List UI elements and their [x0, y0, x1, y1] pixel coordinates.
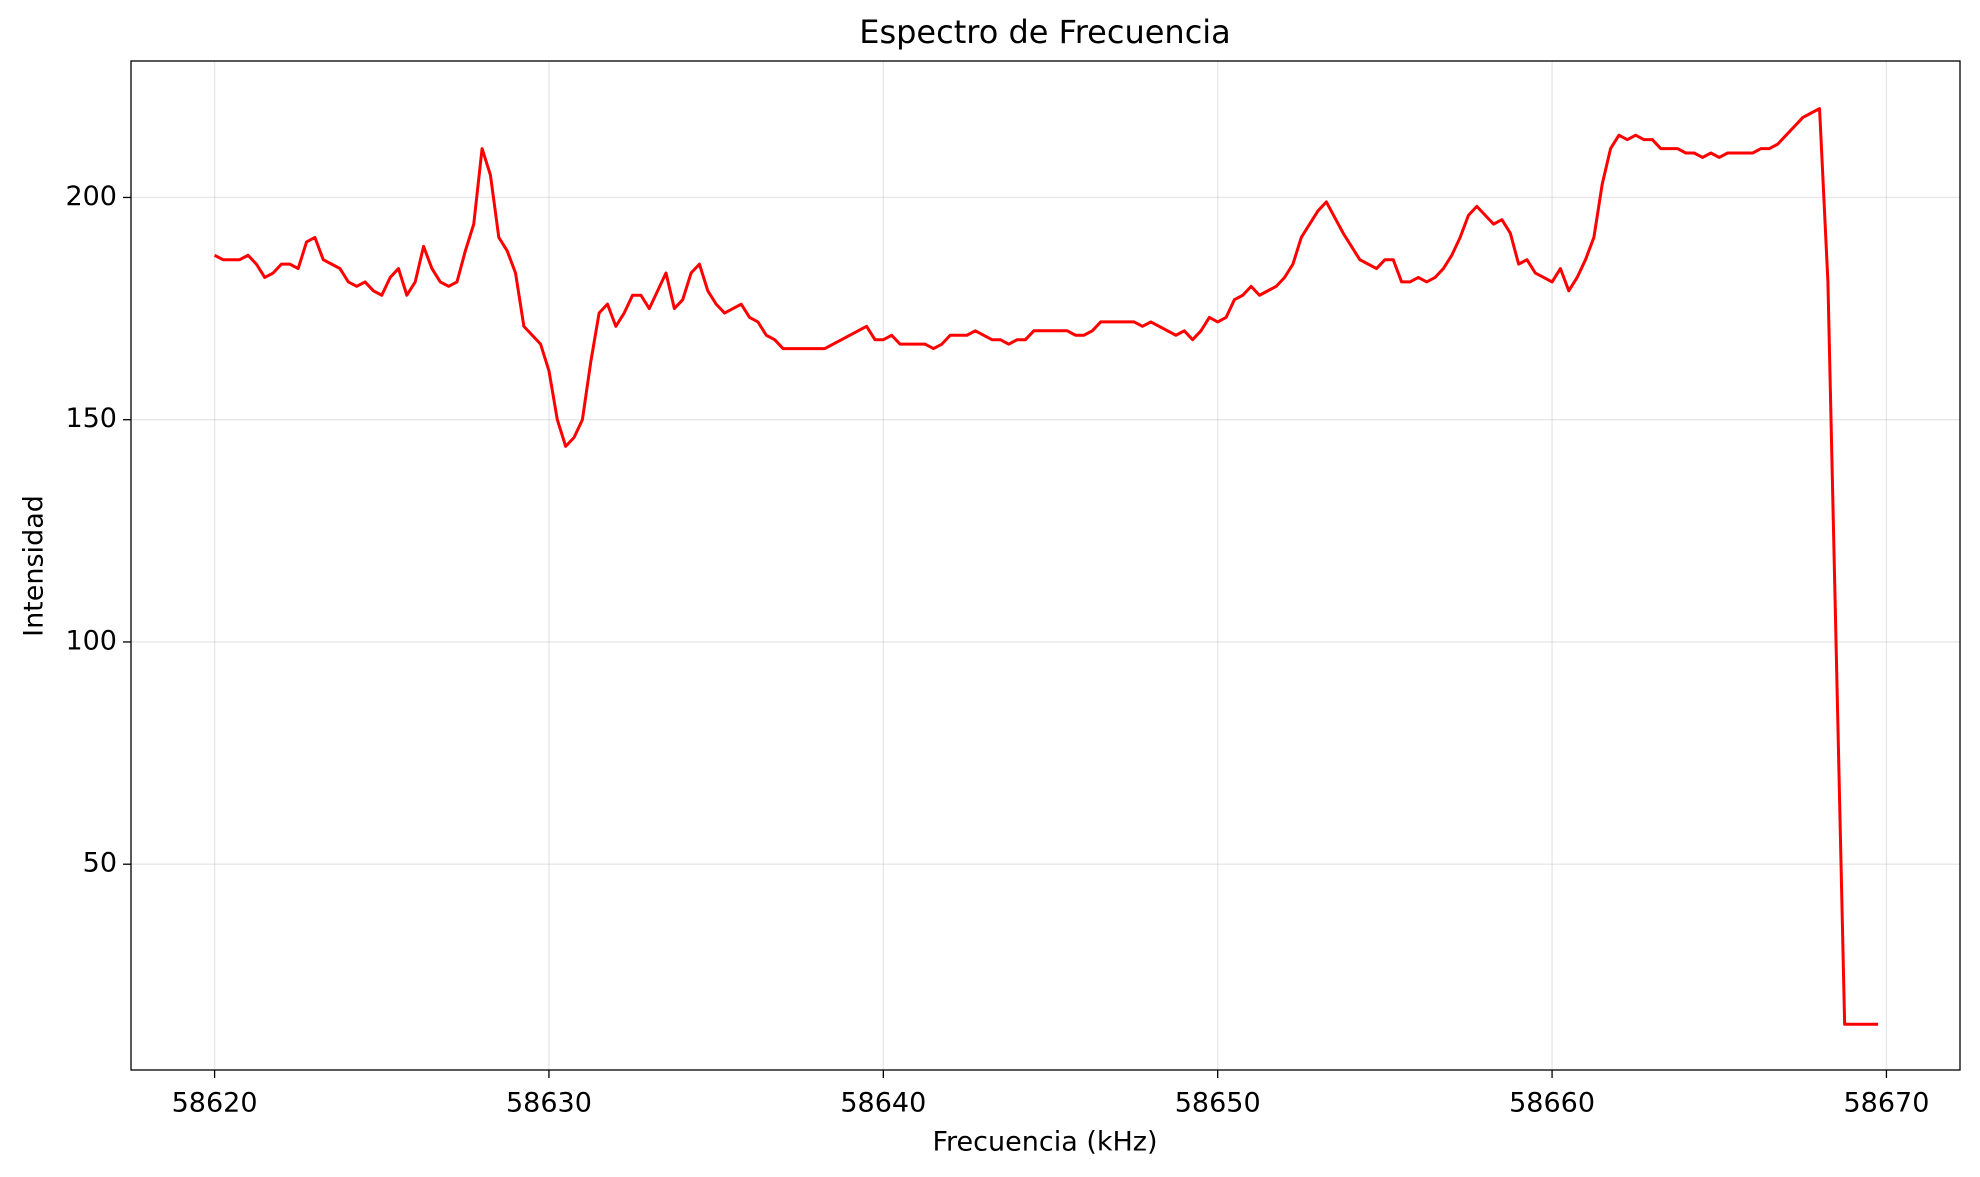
x-axis-label: Frecuencia (kHz) — [932, 1127, 1157, 1158]
x-tick-label: 58630 — [506, 1088, 592, 1119]
y-tick-label: 200 — [65, 181, 117, 212]
y-axis-label: Intensidad — [19, 495, 50, 637]
x-tick-label: 58640 — [840, 1088, 926, 1119]
data-line — [213, 107, 1879, 1026]
y-tick-label: 100 — [65, 625, 117, 656]
x-tick-label: 58650 — [1175, 1088, 1261, 1119]
x-tick-label: 58670 — [1843, 1088, 1929, 1119]
plot-frame — [130, 60, 1961, 1071]
y-tick-label: 150 — [65, 403, 117, 434]
x-tick-label: 58660 — [1509, 1088, 1595, 1119]
y-tick-label: 50 — [83, 848, 117, 879]
chart-title: Espectro de Frecuencia — [859, 13, 1231, 51]
x-tick-label: 58620 — [172, 1088, 258, 1119]
